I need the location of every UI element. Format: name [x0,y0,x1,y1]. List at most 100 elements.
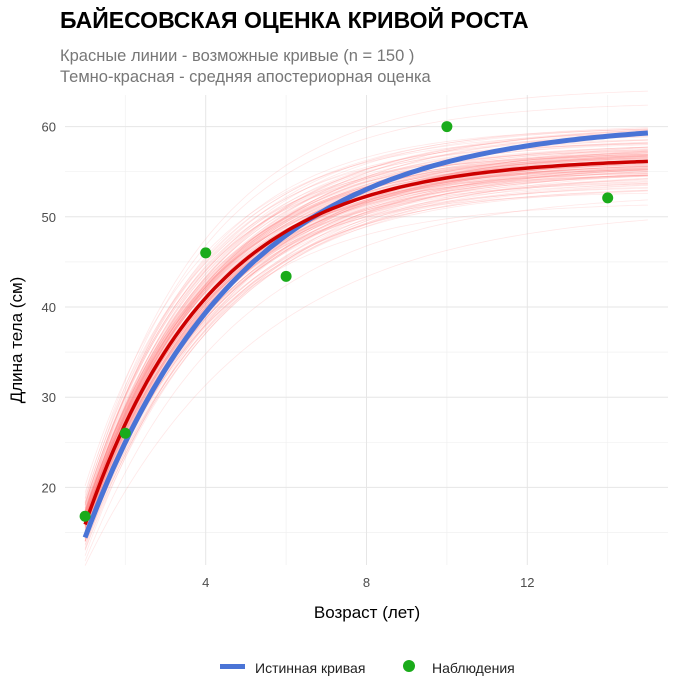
true-curve-line [82,130,649,539]
posterior-sample-line [84,146,648,525]
x-axis-label: Возраст (лет) [314,603,420,622]
x-tick-label: 4 [202,575,209,590]
posterior-sample-line [84,129,648,516]
chart-subtitle-2: Темно-красная - средняя апостериорная оц… [60,68,432,86]
posterior-sample-line [84,104,648,502]
posterior-sample-line [84,190,648,539]
posterior-sample-line [84,187,648,520]
posterior-sample-line [84,189,648,538]
posterior-sample-line [84,152,648,526]
posterior-sample-line [84,158,648,519]
posterior-sample-line [84,175,648,534]
posterior-sample-line [84,162,648,525]
posterior-sample-line [84,149,648,513]
posterior-sample-line [84,161,648,529]
y-tick-label: 30 [42,390,56,405]
posterior-sample-line [84,131,648,523]
observation-point [602,192,614,204]
posterior-sample-line [84,90,648,496]
posterior-sample-line [84,159,648,520]
posterior-sample-line [84,184,648,541]
posterior-sample-line [84,158,648,505]
posterior-sample-line [84,139,648,526]
posterior-sample-line [84,150,648,518]
legend: Истинная кривая Наблюдения [220,660,515,676]
posterior-sample-line [84,165,648,533]
posterior-sample-line [84,151,648,525]
chart-title: БАЙЕСОВСКАЯ ОЦЕНКА КРИВОЙ РОСТА [60,6,529,33]
posterior-sample-line [84,172,648,511]
posterior-sample-line [84,130,648,515]
posterior-sample-line [84,141,648,521]
legend-label-true-curve: Истинная кривая [255,660,365,676]
posterior-sample-line [84,167,648,551]
posterior-sample-line [84,177,648,550]
posterior-sample-line [84,154,648,511]
posterior-sample-line [84,132,648,500]
x-tick-label: 8 [363,575,370,590]
posterior-sample-line [84,131,648,514]
posterior-sample-line [84,146,648,556]
posterior-sample-line [84,204,648,533]
y-tick-label: 40 [42,300,56,315]
posterior-sample-line [84,179,648,527]
posterior-sample-line [84,143,648,512]
posterior-sample-line [84,199,648,562]
posterior-sample-line [84,165,648,522]
posterior-sample-line [84,178,648,546]
posterior-sample-line [84,146,648,512]
legend-swatch-observations [403,660,415,672]
posterior-sample-line [84,163,648,529]
posterior-sample-line [84,128,648,515]
posterior-sample-line [84,152,648,511]
posterior-sample-line [84,174,648,528]
posterior-sample-line [84,156,648,513]
posterior-sample-line [84,178,648,542]
chart-subtitle-1: Красные линии - возможные кривые (n = 15… [60,47,414,65]
observation-point [79,510,91,522]
posterior-sample-line [84,174,648,529]
posterior-sample-line [84,170,648,537]
observation-point [441,121,453,133]
posterior-sample-line [84,155,648,493]
observation-point [200,247,212,259]
posterior-sample-line [84,175,648,516]
posterior-sample-line [84,149,648,504]
posterior-sample-line [84,147,648,518]
posterior-sample-line [84,142,648,503]
posterior-sample-line [84,161,648,524]
posterior-sample-line [84,173,648,541]
posterior-sample-line [84,168,648,533]
legend-swatch-true-curve [220,664,245,669]
x-tick-label: 12 [520,575,534,590]
posterior-sample-line [84,128,648,516]
posterior-sample-line [84,181,648,532]
posterior-sample-line [84,142,648,509]
posterior-sample-line [84,129,648,526]
posterior-sample-line [84,161,648,542]
posterior-sample-line [84,181,648,532]
posterior-sample-line [84,154,648,506]
legend-label-observations: Наблюдения [432,660,515,676]
posterior-sample-line [84,129,648,510]
y-axis-label: Длина тела (см) [7,277,26,404]
posterior-sample-line [84,184,648,535]
y-tick-label: 60 [42,120,56,135]
observation-point [280,270,292,282]
posterior-sample-line [84,219,648,566]
posterior-sample-line [84,169,648,540]
posterior-sample-line [84,148,648,524]
posterior-sample-line [84,144,648,514]
posterior-sample-line [84,166,648,539]
posterior-sample-line [84,175,648,545]
posterior-sample-line [84,150,648,507]
y-tick-label: 50 [42,210,56,225]
posterior-sample-line [84,142,648,520]
posterior-sample-line [84,151,648,542]
observation-point [119,427,131,439]
posterior-sample-line [84,146,648,515]
posterior-mean-line [83,159,648,526]
posterior-sample-line [84,171,648,527]
posterior-sample-line [84,127,648,509]
